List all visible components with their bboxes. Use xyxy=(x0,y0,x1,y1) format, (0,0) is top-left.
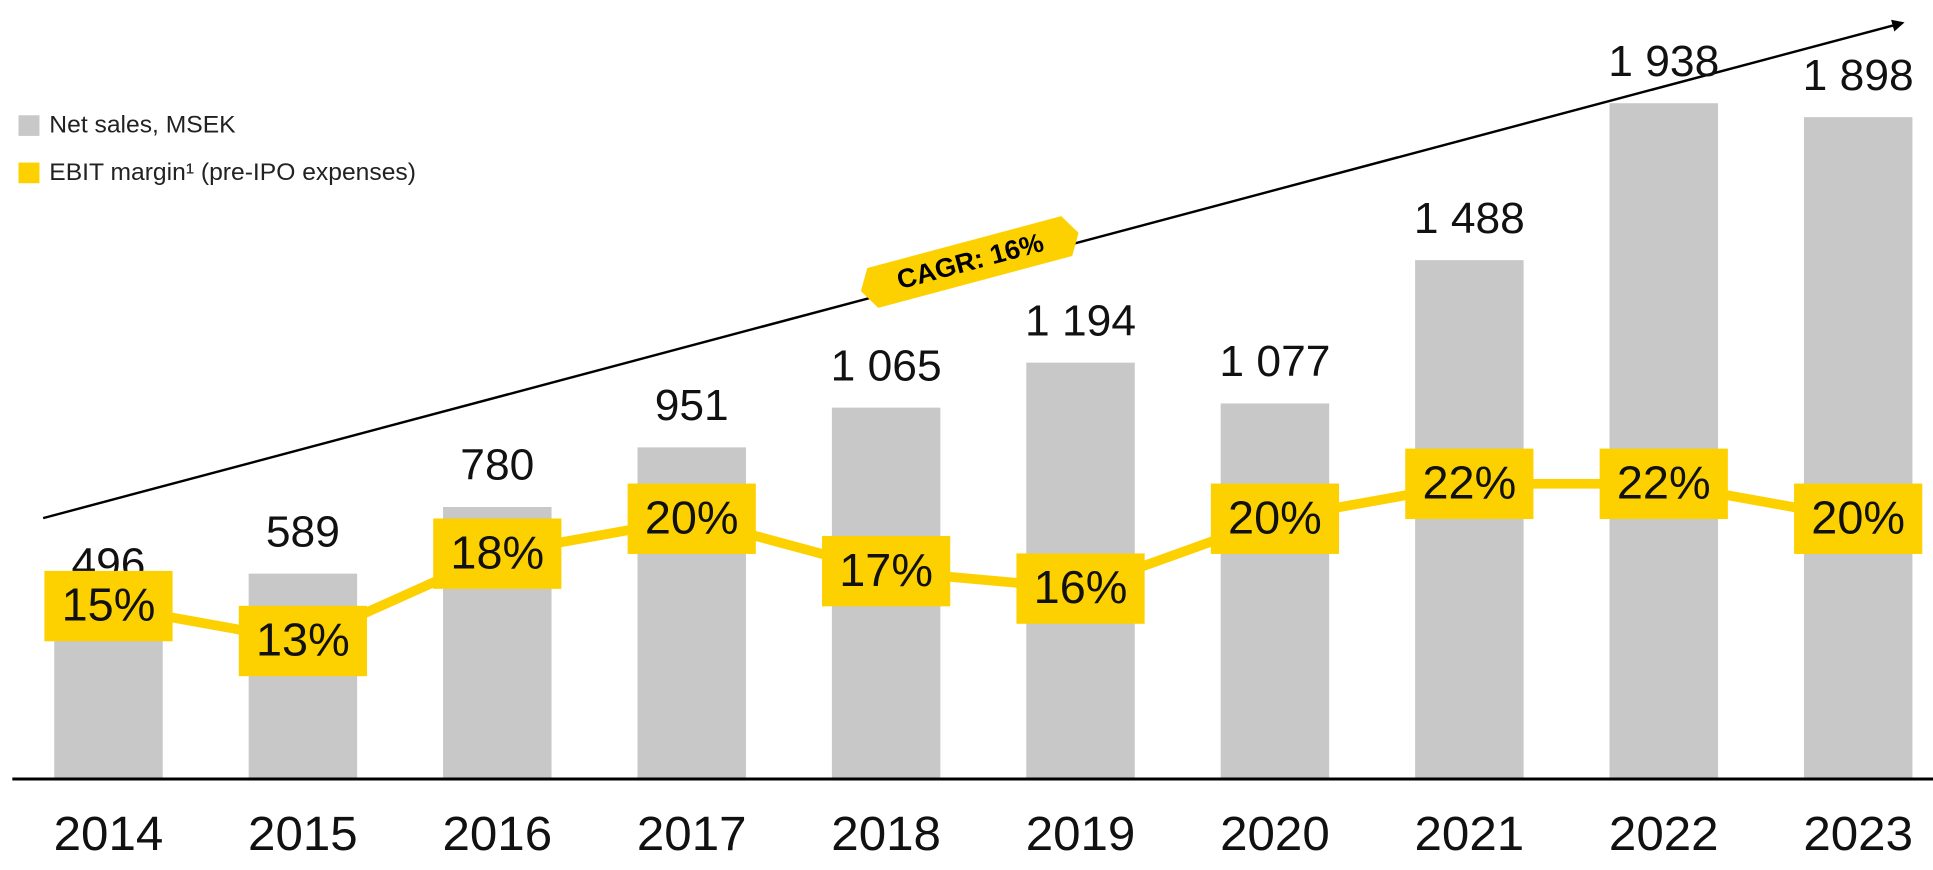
x-tick-label: 2016 xyxy=(442,807,552,861)
point-box xyxy=(1405,448,1534,520)
point-box xyxy=(238,605,367,677)
cagr-label: CAGR: 16% xyxy=(894,227,1047,295)
data-label: 951 xyxy=(655,381,729,430)
x-tick-label: 2019 xyxy=(1026,807,1136,861)
point-box xyxy=(1210,483,1340,554)
plot-area: 2014 2015 2016 2017 2018 2019 2020 2021 2022 2023… xyxy=(44,37,1923,861)
legend-swatch xyxy=(18,115,40,136)
x-tick-label: 2023 xyxy=(1803,807,1913,861)
data-label: 1 898 xyxy=(1803,51,1914,100)
data-label: 1 194 xyxy=(1025,297,1136,346)
data-label: 1 938 xyxy=(1608,37,1719,86)
data-label: 589 xyxy=(266,508,340,557)
data-label: 15% xyxy=(62,579,156,631)
point-box xyxy=(627,483,756,554)
legend: Net sales, MSEK EBIT margin¹ (pre-IPO ex… xyxy=(18,112,416,186)
data-label: 22% xyxy=(1422,457,1516,509)
legend-swatch xyxy=(18,162,40,184)
data-label: 1 065 xyxy=(831,342,942,391)
data-label: 18% xyxy=(450,527,544,579)
x-tick-label: 2017 xyxy=(637,807,747,861)
line xyxy=(107,478,1860,646)
x-tick-label: 2014 xyxy=(54,807,164,861)
data-label: 780 xyxy=(460,441,534,490)
point-box xyxy=(44,570,173,642)
bar xyxy=(1415,260,1524,779)
x-tick-label: 2022 xyxy=(1609,807,1719,861)
point-box xyxy=(1016,553,1145,624)
legend-label: Net sales, MSEK xyxy=(49,112,236,139)
data-label: 16% xyxy=(1034,562,1128,614)
data-label: 1 077 xyxy=(1219,337,1330,386)
data-label: 20% xyxy=(1811,492,1905,544)
data-label: 22% xyxy=(1617,457,1711,509)
point-box xyxy=(822,535,951,607)
x-tick-label: 2018 xyxy=(831,807,941,861)
bar xyxy=(1803,117,1913,779)
data-label: 17% xyxy=(839,544,933,596)
point-box xyxy=(433,518,562,589)
bar xyxy=(248,573,358,779)
bar xyxy=(1609,103,1719,779)
data-label: 20% xyxy=(1228,492,1322,544)
point-box xyxy=(1794,483,1923,554)
x-tick-label: 2015 xyxy=(248,807,358,861)
data-label: 1 488 xyxy=(1414,194,1525,243)
x-tick-label: 2020 xyxy=(1220,807,1330,861)
bar xyxy=(1220,403,1330,779)
cagr-tag-shape xyxy=(860,216,1079,308)
data-label: 20% xyxy=(645,492,739,544)
x-tick-label: 2021 xyxy=(1415,807,1525,861)
legend-label: EBIT margin¹ (pre-IPO expenses) xyxy=(49,159,416,186)
data-label: 13% xyxy=(256,614,350,666)
point-box xyxy=(1599,448,1728,520)
